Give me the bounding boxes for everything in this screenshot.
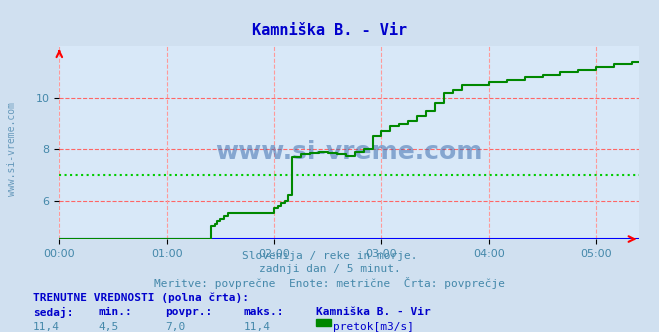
Text: Kamniška B. - Vir: Kamniška B. - Vir <box>316 307 431 317</box>
Text: Slovenija / reke in morje.: Slovenija / reke in morje. <box>242 251 417 261</box>
Text: 4,5: 4,5 <box>99 322 119 332</box>
Text: www.si-vreme.com: www.si-vreme.com <box>215 140 483 164</box>
Text: Meritve: povprečne  Enote: metrične  Črta: povprečje: Meritve: povprečne Enote: metrične Črta:… <box>154 277 505 289</box>
Text: pretok[m3/s]: pretok[m3/s] <box>333 322 414 332</box>
Text: 11,4: 11,4 <box>244 322 271 332</box>
Text: sedaj:: sedaj: <box>33 307 73 318</box>
Text: povpr.:: povpr.: <box>165 307 212 317</box>
Text: 7,0: 7,0 <box>165 322 185 332</box>
Text: www.si-vreme.com: www.si-vreme.com <box>7 102 16 197</box>
Text: zadnji dan / 5 minut.: zadnji dan / 5 minut. <box>258 264 401 274</box>
Text: min.:: min.: <box>99 307 132 317</box>
Text: maks.:: maks.: <box>244 307 284 317</box>
Text: TRENUTNE VREDNOSTI (polna črta):: TRENUTNE VREDNOSTI (polna črta): <box>33 292 249 303</box>
Text: Kamniška B. - Vir: Kamniška B. - Vir <box>252 23 407 38</box>
Text: 11,4: 11,4 <box>33 322 60 332</box>
